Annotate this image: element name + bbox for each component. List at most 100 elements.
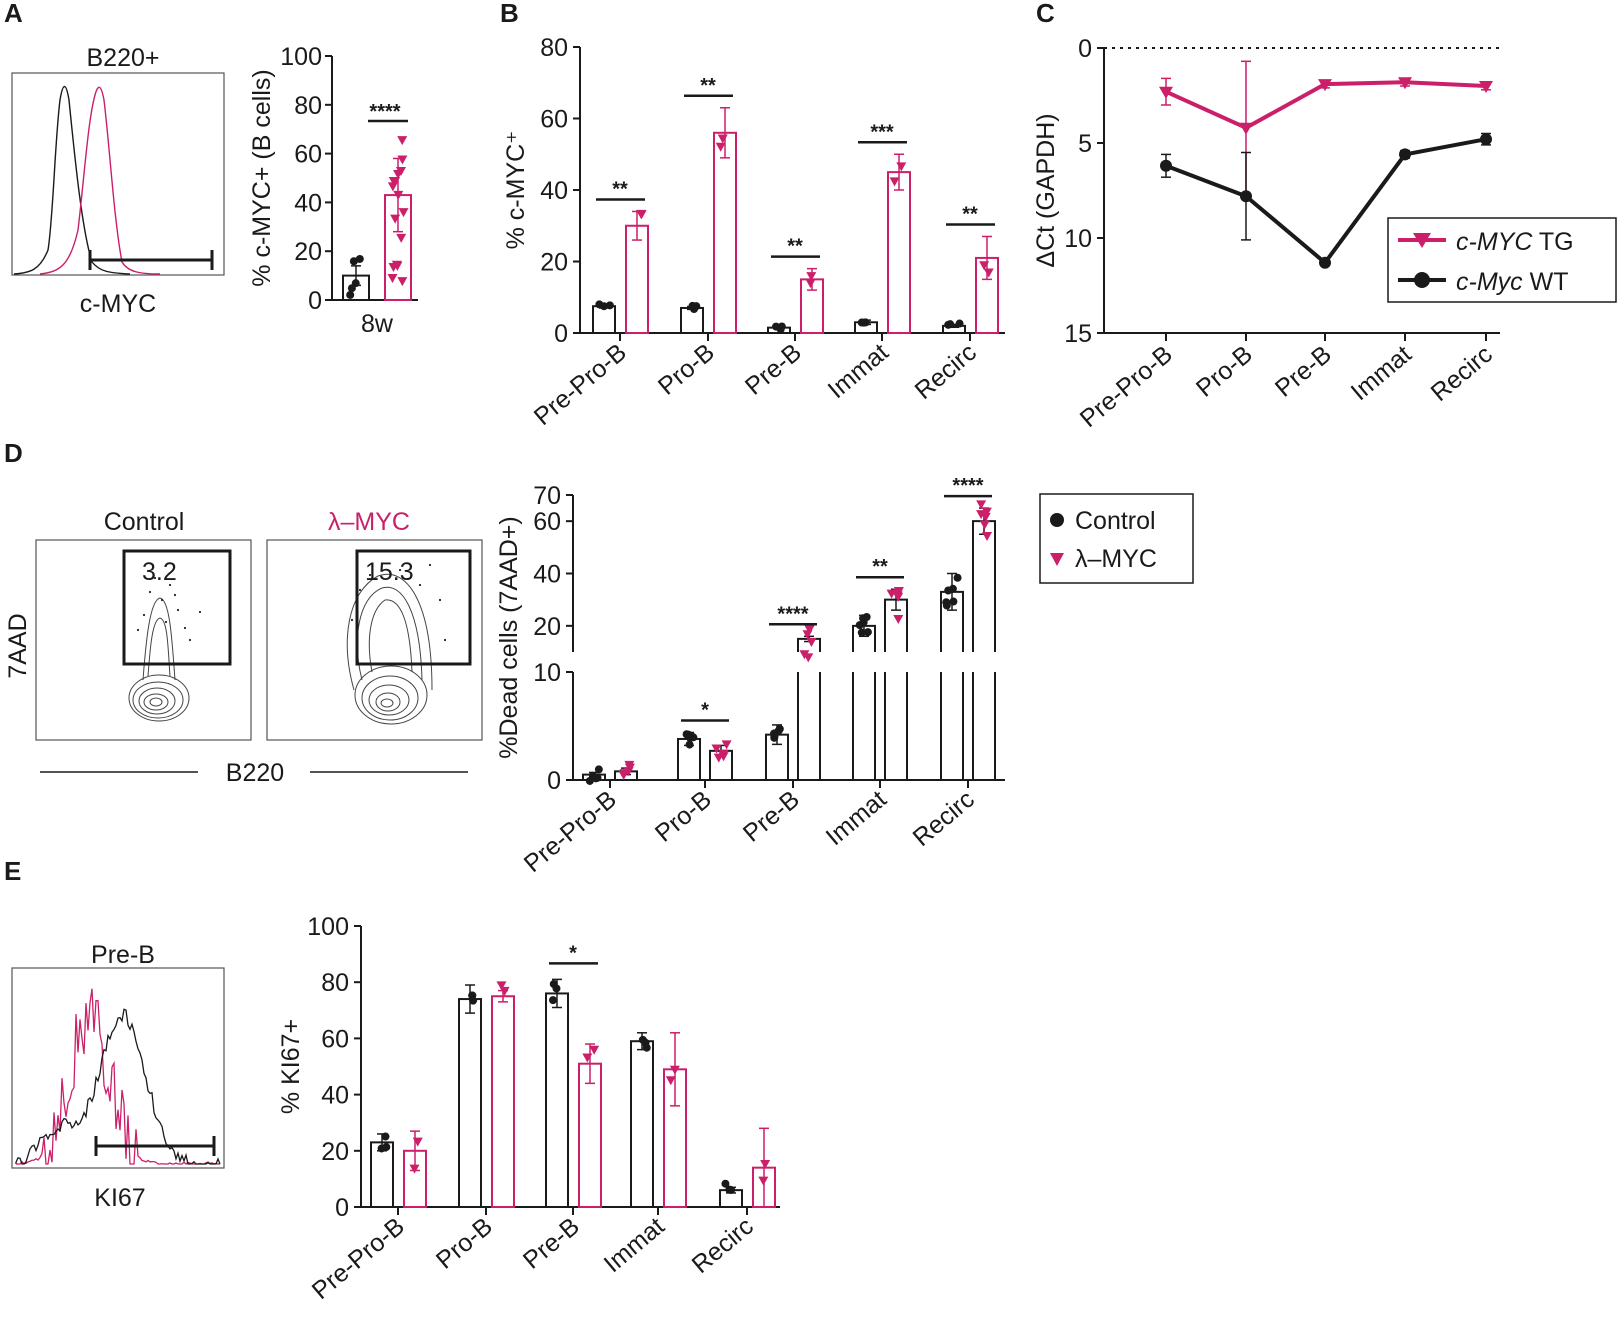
data-point bbox=[595, 300, 604, 309]
panel-a-bar-chart: 0 20 40 60 80 100% c-MYC+ (B cells) **** 8w bbox=[248, 43, 418, 338]
panel-e-bar-chart: 0 20 40 60 80 100 % KI67+ * Pre-Pro-B Pro-B Pre-B I… bbox=[277, 913, 780, 1305]
y-tick-label: 10 bbox=[1064, 225, 1092, 253]
significance-label: ** bbox=[872, 556, 888, 578]
y-tick-label: 20 bbox=[540, 249, 568, 277]
data-point bbox=[396, 233, 407, 243]
flow-frame-myc bbox=[266, 539, 483, 741]
data-point bbox=[760, 1159, 771, 1169]
data-point bbox=[717, 134, 728, 144]
data-point bbox=[582, 1053, 593, 1063]
data-point bbox=[770, 732, 779, 741]
bar--myc bbox=[491, 995, 515, 1208]
data-point bbox=[589, 1045, 600, 1055]
x-tick-label: Pre-Pro-B bbox=[519, 785, 622, 878]
data-point bbox=[605, 301, 614, 310]
bar-c-myc-tg bbox=[713, 131, 737, 334]
x-tick-label: Pre-Pro-B bbox=[1075, 340, 1178, 433]
significance-label: ** bbox=[962, 203, 978, 225]
data-point bbox=[1398, 77, 1412, 90]
data-point bbox=[669, 1065, 680, 1075]
flow-gate-value-myc: 15.3 bbox=[365, 558, 414, 586]
y-tick-label: 0 bbox=[308, 287, 322, 315]
panel-label-c: C bbox=[1036, 0, 1055, 28]
bar--myc bbox=[578, 1062, 602, 1208]
y-axis-label: ΔCt (GAPDH) bbox=[1032, 113, 1060, 267]
data-point bbox=[979, 520, 990, 530]
panel-label-e: E bbox=[4, 856, 21, 886]
y-tick-label: 60 bbox=[533, 508, 561, 536]
y-tick-label: 80 bbox=[321, 969, 349, 997]
panel-label-d: D bbox=[4, 438, 23, 468]
y-tick-label: 20 bbox=[533, 613, 561, 641]
x-tick-label: Pre-B bbox=[740, 338, 807, 401]
y-tick-label: 60 bbox=[294, 141, 322, 169]
x-tick-label: Recirc bbox=[908, 785, 980, 852]
panel-a-hist-title: B220+ bbox=[87, 44, 160, 72]
data-point bbox=[665, 1076, 676, 1086]
data-point bbox=[1240, 190, 1252, 203]
data-point bbox=[857, 628, 866, 637]
x-tick-label: Pre-B bbox=[518, 1212, 585, 1275]
data-point bbox=[859, 614, 868, 623]
flow-dots-control bbox=[136, 576, 202, 642]
data-point bbox=[412, 1137, 423, 1147]
flow-ylabel: 7AAD bbox=[4, 613, 32, 678]
y-tick-label: 0 bbox=[1078, 35, 1092, 63]
panel-a-hist-xlabel: c-MYC bbox=[80, 290, 156, 318]
significance-label: ** bbox=[700, 75, 716, 97]
y-tick-label: 0 bbox=[547, 767, 561, 795]
data-point bbox=[803, 653, 814, 663]
data-point bbox=[942, 598, 951, 607]
significance-label: * bbox=[569, 942, 577, 964]
data-point bbox=[806, 272, 817, 282]
data-point bbox=[976, 500, 987, 510]
data-point bbox=[552, 984, 561, 993]
y-tick-label: 40 bbox=[294, 189, 322, 217]
y-tick-label: 0 bbox=[335, 1194, 349, 1222]
data-point bbox=[349, 257, 358, 266]
data-point bbox=[346, 290, 355, 299]
significance-label: **** bbox=[777, 603, 808, 625]
data-point bbox=[711, 744, 722, 754]
data-point bbox=[548, 996, 557, 1005]
data-point bbox=[889, 177, 900, 187]
data-point bbox=[1160, 159, 1172, 172]
data-point bbox=[591, 774, 600, 783]
panel-label-a: A bbox=[4, 0, 23, 28]
panel-d-legend: Control λ–MYC bbox=[1039, 493, 1194, 584]
legend-myc-marker bbox=[1050, 553, 1064, 566]
data-point bbox=[802, 630, 813, 640]
x-tick-label: Pre-Pro-B bbox=[307, 1212, 410, 1305]
panel-a-histogram: B220+ c-MYC bbox=[11, 44, 225, 318]
panel-e-hist-control-curve bbox=[15, 1008, 221, 1165]
y-tick-label: 80 bbox=[540, 34, 568, 62]
data-point bbox=[981, 507, 992, 517]
data-point bbox=[944, 586, 953, 595]
data-point bbox=[1318, 79, 1332, 92]
flow-frame-control bbox=[35, 539, 252, 741]
y-tick-label: 100 bbox=[280, 43, 322, 71]
data-point bbox=[635, 209, 646, 219]
data-point bbox=[896, 162, 907, 172]
data-point bbox=[1479, 81, 1493, 93]
data-point bbox=[685, 740, 694, 749]
legend-tg-marker bbox=[1413, 233, 1431, 248]
panel-d-flow-plots: Control λ–MYC bbox=[4, 508, 483, 787]
flow-xlabel: B220 bbox=[226, 759, 284, 787]
flow-contours-myc bbox=[346, 573, 433, 725]
y-axis-label: % c-MYC+ (B cells) bbox=[248, 69, 276, 286]
bar-c-myc-tg bbox=[887, 171, 911, 334]
x-tick-label: 8w bbox=[361, 310, 394, 338]
panel-a-gate bbox=[88, 250, 214, 270]
data-point bbox=[397, 277, 408, 287]
data-point bbox=[390, 214, 401, 224]
x-tick-label: Immat bbox=[599, 1212, 670, 1278]
data-point bbox=[468, 991, 477, 1000]
y-tick-label: 40 bbox=[533, 561, 561, 589]
data-point bbox=[1239, 122, 1253, 135]
data-point bbox=[859, 318, 868, 327]
y-tick-label: 60 bbox=[321, 1025, 349, 1053]
legend-tg-plain: TG bbox=[1532, 228, 1573, 256]
